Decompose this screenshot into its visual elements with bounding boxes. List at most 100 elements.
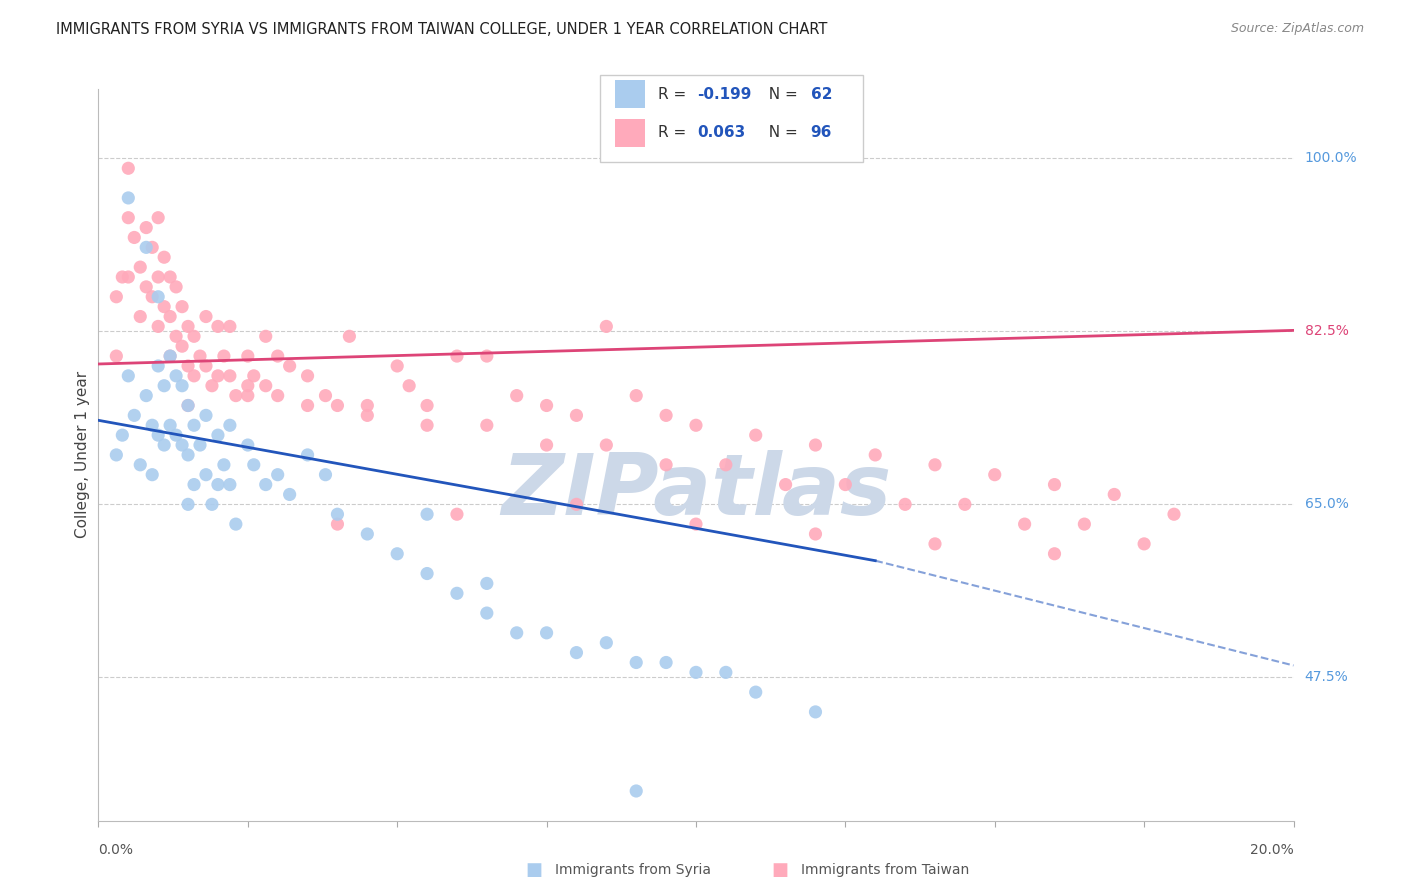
Point: [172, 438, 194, 452]
Point: [183, 477, 205, 491]
Point: [894, 497, 917, 511]
Point: [775, 477, 797, 491]
Point: [188, 438, 211, 452]
Point: [804, 438, 827, 452]
Point: [129, 260, 152, 274]
Text: 62: 62: [811, 87, 832, 102]
Point: [475, 349, 498, 363]
Text: 0.063: 0.063: [697, 125, 745, 140]
Point: [1073, 517, 1095, 532]
Point: [595, 438, 617, 452]
Point: [159, 349, 181, 363]
Point: [201, 378, 224, 392]
Point: [159, 270, 181, 285]
Point: [159, 310, 181, 324]
Point: [117, 191, 139, 205]
Point: [624, 784, 647, 798]
Point: [153, 300, 176, 314]
Point: [326, 507, 349, 521]
Point: [536, 399, 558, 413]
Point: [183, 418, 205, 433]
Point: [834, 477, 856, 491]
Point: [565, 409, 588, 423]
Text: N =: N =: [759, 87, 803, 102]
Point: [655, 656, 678, 670]
Point: [225, 389, 247, 403]
Point: [685, 418, 707, 433]
Point: [212, 458, 235, 472]
Point: [356, 399, 378, 413]
Point: [153, 438, 176, 452]
Text: 65.0%: 65.0%: [1305, 498, 1348, 511]
Point: [141, 240, 163, 254]
Point: [267, 349, 290, 363]
Point: [172, 300, 194, 314]
Point: [165, 428, 187, 442]
Text: -0.199: -0.199: [697, 87, 752, 102]
Point: [278, 487, 301, 501]
FancyBboxPatch shape: [600, 75, 863, 162]
Point: [243, 368, 266, 383]
Text: N =: N =: [759, 125, 803, 140]
Point: [207, 428, 229, 442]
Point: [148, 359, 170, 373]
Point: [105, 349, 128, 363]
Point: [124, 230, 146, 244]
Point: [506, 625, 529, 640]
Point: [236, 378, 259, 392]
Text: IMMIGRANTS FROM SYRIA VS IMMIGRANTS FROM TAIWAN COLLEGE, UNDER 1 YEAR CORRELATIO: IMMIGRANTS FROM SYRIA VS IMMIGRANTS FROM…: [56, 22, 828, 37]
Point: [385, 547, 409, 561]
Point: [536, 625, 558, 640]
Point: [356, 409, 378, 423]
Point: [105, 448, 128, 462]
FancyBboxPatch shape: [614, 80, 644, 108]
Point: [135, 240, 157, 254]
Point: [446, 586, 468, 600]
Point: [565, 646, 588, 660]
Text: Immigrants from Syria: Immigrants from Syria: [555, 863, 711, 877]
Point: [117, 368, 139, 383]
Point: [714, 665, 737, 680]
Point: [177, 497, 200, 511]
Point: [278, 359, 301, 373]
Point: [416, 566, 439, 581]
Point: [339, 329, 360, 343]
Point: [172, 378, 194, 392]
Point: [148, 270, 170, 285]
Point: [177, 399, 200, 413]
Point: [194, 409, 218, 423]
Point: [172, 339, 194, 353]
Point: [804, 527, 827, 541]
Point: [153, 250, 176, 264]
Point: [194, 310, 218, 324]
FancyBboxPatch shape: [614, 119, 644, 146]
Text: R =: R =: [658, 87, 690, 102]
Point: [111, 270, 134, 285]
Point: [243, 458, 266, 472]
Point: [326, 399, 349, 413]
Point: [953, 497, 976, 511]
Point: [177, 448, 200, 462]
Point: [416, 507, 439, 521]
Point: [124, 409, 146, 423]
Point: [655, 409, 678, 423]
Point: [1043, 547, 1066, 561]
Point: [141, 290, 163, 304]
Point: [254, 477, 277, 491]
Point: [267, 389, 290, 403]
Text: ZIPatlas: ZIPatlas: [501, 450, 891, 533]
Text: 0.0%: 0.0%: [98, 843, 134, 857]
Point: [129, 310, 152, 324]
Point: [177, 319, 200, 334]
Point: [165, 280, 187, 294]
Point: [135, 220, 157, 235]
Point: [254, 378, 277, 392]
Point: [356, 527, 378, 541]
Point: [326, 517, 349, 532]
Point: [153, 378, 176, 392]
Point: [183, 368, 205, 383]
Point: [148, 319, 170, 334]
Point: [475, 576, 498, 591]
Point: [416, 418, 439, 433]
Point: [236, 349, 259, 363]
